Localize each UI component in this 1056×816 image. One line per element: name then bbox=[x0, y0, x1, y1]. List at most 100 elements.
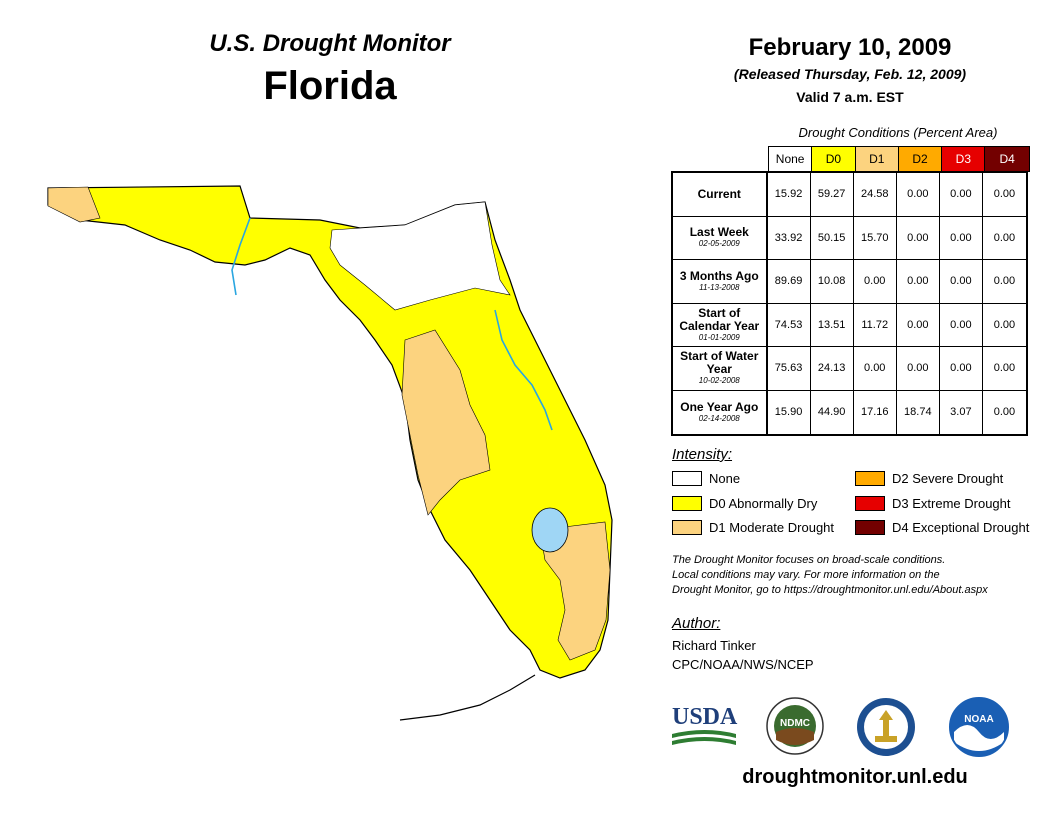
d1-area-panhandle bbox=[47, 186, 101, 223]
commerce-seal-logo bbox=[857, 698, 915, 756]
noaa-logo: NOAA bbox=[949, 697, 1009, 757]
noaa-logo-text: NOAA bbox=[964, 714, 993, 725]
legend-item-d0: D0 Abnormally Dry bbox=[672, 496, 817, 511]
row-label: 3 Months Ago 11-13-2008 bbox=[673, 260, 768, 303]
legend-label: D2 Severe Drought bbox=[892, 471, 1004, 486]
category-none: None bbox=[769, 147, 813, 171]
value-cell: 24.58 bbox=[854, 173, 897, 216]
value-cell: 89.69 bbox=[768, 260, 811, 303]
value-cell: 0.00 bbox=[897, 347, 940, 390]
legend-item-d4: D4 Exceptional Drought bbox=[855, 520, 1029, 535]
d1-area-southeast bbox=[539, 521, 611, 661]
value-cell: 15.92 bbox=[768, 173, 811, 216]
value-cell: 74.53 bbox=[768, 303, 811, 346]
legend-label: None bbox=[709, 471, 741, 486]
map-date: February 10, 2009 bbox=[748, 34, 952, 61]
value-cell: 15.90 bbox=[768, 390, 811, 434]
ndmc-logo-text: NDMC bbox=[780, 718, 810, 729]
none-area-north bbox=[329, 201, 511, 311]
author-name: Richard Tinker bbox=[672, 638, 756, 653]
value-cell: 0.00 bbox=[993, 318, 1016, 331]
table-row: 3 Months Ago 11-13-2008 89.69 10.08 0.00 0.00… bbox=[673, 260, 1026, 304]
intensity-label: Intensity: bbox=[672, 446, 733, 463]
value-cell: 0.00 bbox=[993, 231, 1016, 244]
value-cell: 0.00 bbox=[897, 303, 940, 346]
legend-item-none: None bbox=[672, 471, 740, 486]
drought-statistics-table: Current 15.92 59.27 24.58 0.00 0.00 0.00 Last W… bbox=[671, 171, 1028, 436]
row-date: 10-02-2008 bbox=[698, 376, 740, 386]
legend-swatch bbox=[672, 471, 702, 486]
value-cell: 15.70 bbox=[854, 216, 897, 259]
legend-label: D0 Abnormally Dry bbox=[709, 496, 818, 511]
usda-logo-text: USDA bbox=[672, 704, 738, 730]
value-cell: 50.15 bbox=[811, 216, 854, 259]
d1-area-west-coast bbox=[401, 329, 491, 516]
value-cell: 17.16 bbox=[854, 390, 897, 434]
legend-label: D3 Extreme Drought bbox=[892, 496, 1011, 511]
row-label: Start of Calendar Year 01-01-2009 bbox=[673, 303, 768, 346]
legend-swatch bbox=[672, 496, 702, 511]
apalachicola-river bbox=[231, 217, 251, 296]
legend-label: D1 Moderate Drought bbox=[709, 520, 835, 535]
ndmc-logo: NDMC bbox=[766, 697, 824, 755]
state-title: Florida bbox=[263, 64, 397, 108]
row-name: One Year Ago bbox=[680, 399, 759, 414]
florida-drought-map bbox=[47, 185, 613, 721]
row-name: Current bbox=[697, 186, 741, 201]
row-name: Start of Calendar Year bbox=[679, 305, 760, 333]
category-d4: D4 bbox=[985, 147, 1029, 171]
row-name: 3 Months Ago bbox=[679, 268, 759, 283]
value-cell: 0.00 bbox=[897, 173, 940, 216]
value-cell: 75.63 bbox=[768, 347, 811, 390]
row-date: 11-13-2008 bbox=[699, 282, 740, 292]
row-label: One Year Ago 02-14-2008 bbox=[673, 390, 768, 434]
legend-item-d1: D1 Moderate Drought bbox=[672, 520, 834, 535]
legend-swatch bbox=[855, 496, 885, 511]
value-cell: 3.07 bbox=[940, 390, 983, 434]
value-cell: 0.00 bbox=[854, 260, 897, 303]
row-date: 02-05-2009 bbox=[698, 239, 740, 249]
value-cell: 33.92 bbox=[768, 216, 811, 259]
value-cell: 0.00 bbox=[940, 260, 983, 303]
value-cell: 0.00 bbox=[897, 216, 940, 259]
value-cell: 44.90 bbox=[811, 390, 854, 434]
row-label: Last Week 02-05-2009 bbox=[673, 216, 768, 259]
lake-okeechobee bbox=[531, 507, 569, 553]
site-url: droughtmonitor.unl.edu bbox=[742, 766, 968, 788]
value-cell: 13.51 bbox=[811, 303, 854, 346]
table-row: Current 15.92 59.27 24.58 0.00 0.00 0.00 bbox=[673, 173, 1026, 217]
table-row: Start of Calendar Year 01-01-2009 74.53 13.… bbox=[673, 303, 1026, 347]
row-date: 01-01-2009 bbox=[698, 332, 740, 342]
table-caption: Drought Conditions (Percent Area) bbox=[798, 125, 998, 140]
table-row: Start of Water Year 10-02-2008 75.63 24.13 0… bbox=[673, 347, 1026, 391]
row-label: Current bbox=[673, 173, 768, 216]
legend-item-d3: D3 Extreme Drought bbox=[855, 496, 1011, 511]
table-row: Last Week 02-05-2009 33.92 50.15 15.70 0.00 0.… bbox=[673, 216, 1026, 260]
legend-swatch bbox=[855, 520, 885, 535]
category-d3: D3 bbox=[942, 147, 986, 171]
value-cell: 0.00 bbox=[854, 347, 897, 390]
valid-time: Valid 7 a.m. EST bbox=[796, 89, 904, 105]
author-label: Author: bbox=[672, 615, 721, 632]
category-d1: D1 bbox=[855, 147, 899, 171]
row-name: Start of Water Year bbox=[680, 349, 759, 377]
legend-item-d2: D2 Severe Drought bbox=[855, 471, 1003, 486]
value-cell: 0.00 bbox=[897, 260, 940, 303]
row-label: Start of Water Year 10-02-2008 bbox=[673, 347, 768, 390]
footnote-line: Drought Monitor, go to https://droughtmo… bbox=[672, 584, 988, 596]
value-cell: 0.00 bbox=[940, 173, 983, 216]
release-date: (Released Thursday, Feb. 12, 2009) bbox=[733, 66, 967, 82]
value-cell: 0.00 bbox=[940, 347, 983, 390]
value-cell: 0.00 bbox=[993, 362, 1016, 375]
row-date: 02-14-2008 bbox=[698, 413, 740, 423]
value-cell: 11.72 bbox=[854, 303, 897, 346]
value-cell: 0.00 bbox=[993, 406, 1016, 419]
value-cell: 0.00 bbox=[993, 275, 1016, 288]
category-d0: D0 bbox=[812, 147, 856, 171]
usda-logo: USDA bbox=[672, 704, 738, 745]
value-cell: 0.00 bbox=[940, 303, 983, 346]
monitor-title: U.S. Drought Monitor bbox=[209, 30, 451, 57]
st-johns-river bbox=[494, 309, 553, 431]
footnote: The Drought Monitor focuses on broad-sca… bbox=[672, 553, 1042, 598]
row-name: Last Week bbox=[689, 225, 749, 240]
